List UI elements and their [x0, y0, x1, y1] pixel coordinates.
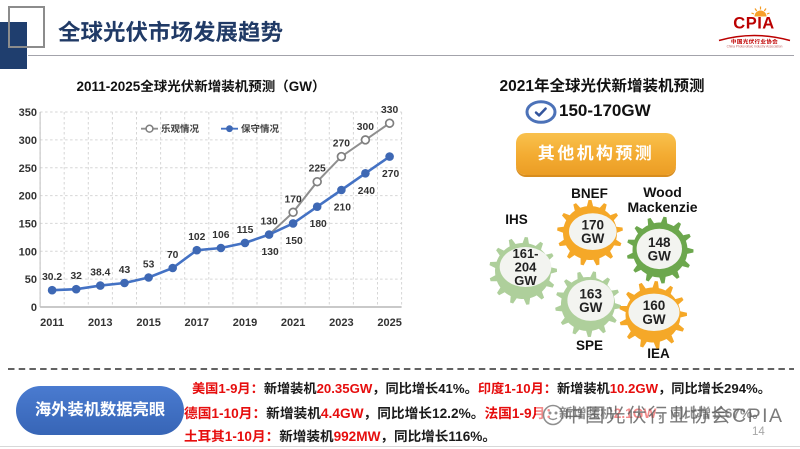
svg-text:53: 53: [143, 260, 155, 271]
svg-text:70: 70: [167, 250, 179, 261]
svg-text:2013: 2013: [88, 317, 112, 329]
svg-text:100: 100: [19, 246, 37, 258]
svg-text:240: 240: [358, 186, 375, 197]
svg-text:32: 32: [70, 271, 82, 282]
svg-text:2017: 2017: [185, 317, 209, 329]
svg-text:2023: 2023: [329, 317, 353, 329]
svg-text:GW: GW: [581, 231, 605, 246]
svg-text:2021: 2021: [281, 317, 305, 329]
svg-text:300: 300: [19, 135, 37, 147]
svg-text:170: 170: [285, 194, 302, 205]
svg-text:43: 43: [119, 265, 131, 276]
svg-text:150: 150: [286, 236, 303, 247]
svg-text:160: 160: [643, 298, 666, 313]
svg-text:130: 130: [261, 217, 278, 228]
svg-text:GW: GW: [514, 273, 537, 288]
svg-text:210: 210: [334, 203, 351, 214]
svg-text:300: 300: [357, 122, 374, 133]
svg-text:225: 225: [309, 164, 326, 175]
svg-text:GW: GW: [642, 312, 666, 327]
svg-text:2025: 2025: [377, 317, 401, 329]
svg-text:China Photovoltaic Industry As: China Photovoltaic Industry Association: [727, 45, 783, 49]
svg-text:保守情况: 保守情况: [241, 123, 280, 135]
svg-text:330: 330: [381, 105, 398, 116]
svg-text:中国光伏行业协会: 中国光伏行业协会: [731, 39, 778, 46]
svg-text:161-: 161-: [512, 246, 538, 261]
svg-text:270: 270: [333, 139, 350, 150]
svg-text:170: 170: [582, 218, 605, 233]
svg-text:30.2: 30.2: [42, 272, 62, 283]
svg-text:50: 50: [25, 274, 37, 286]
svg-text:乐观情况: 乐观情况: [161, 123, 200, 135]
svg-text:200: 200: [19, 191, 37, 203]
svg-text:102: 102: [188, 232, 205, 243]
svg-text:GW: GW: [648, 248, 672, 263]
svg-text:270: 270: [382, 169, 399, 180]
svg-text:38.4: 38.4: [90, 268, 110, 279]
svg-text:163: 163: [579, 286, 602, 301]
svg-text:148: 148: [648, 235, 671, 250]
svg-text:2019: 2019: [233, 317, 257, 329]
svg-text:115: 115: [237, 225, 254, 236]
svg-text:204: 204: [515, 260, 537, 275]
svg-text:2015: 2015: [136, 317, 160, 329]
svg-text:130: 130: [262, 247, 279, 258]
svg-text:0: 0: [31, 302, 37, 314]
svg-text:2011: 2011: [40, 317, 64, 329]
svg-text:150: 150: [19, 218, 37, 230]
svg-text:350: 350: [19, 107, 37, 119]
svg-text:GW: GW: [579, 300, 603, 315]
svg-text:180: 180: [310, 219, 327, 230]
svg-text:250: 250: [19, 163, 37, 175]
svg-text:106: 106: [212, 230, 229, 241]
svg-text:CPIA: CPIA: [733, 15, 774, 33]
